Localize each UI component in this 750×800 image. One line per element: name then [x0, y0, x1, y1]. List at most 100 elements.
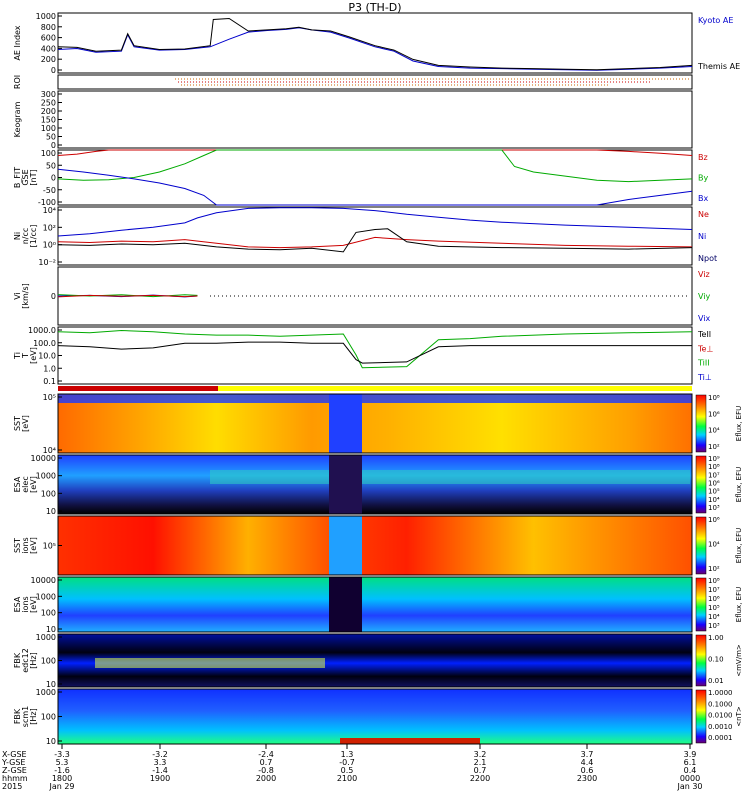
- ytick-label: 1000: [36, 12, 56, 21]
- series-bfit-bz: [57, 149, 693, 156]
- time-row-label: hhmm: [2, 774, 28, 783]
- roi-red-bar: [58, 386, 218, 391]
- colorbar-tick: 0.01: [708, 677, 724, 685]
- ytick-label: 100: [41, 149, 56, 158]
- colorbar: [695, 689, 707, 744]
- fbk-e-green-band: [95, 658, 325, 668]
- panel-sst_i: SST ions [eV] 10⁵: [13, 515, 693, 576]
- series-bfit-by: [57, 149, 693, 183]
- panel-ylabel: scm1: [21, 706, 30, 727]
- time-row-value: -1.4: [152, 766, 168, 775]
- ytick-label: 50: [46, 161, 56, 170]
- colorbar-tick: 10⁸: [708, 577, 720, 585]
- legend-entry: Bx: [698, 194, 708, 203]
- panel-ylabel: FBK: [13, 708, 22, 724]
- series-velocity-viz: [57, 294, 198, 298]
- colorbar-tick: 10⁵: [708, 604, 720, 612]
- panel-frame: [57, 454, 693, 515]
- colorbar-label: Eflux, EFU: [735, 587, 743, 622]
- legend-entry: TiII: [697, 359, 710, 368]
- time-row-value: -1.6: [54, 766, 70, 775]
- colorbar-tick: 0.0100: [708, 712, 733, 720]
- legend-entry: Bz: [698, 153, 708, 162]
- colorbar: [695, 577, 707, 632]
- time-row-value: 0.6: [581, 766, 594, 775]
- esa-ion-gap: [329, 577, 362, 632]
- legend-entry: Viz: [698, 270, 710, 279]
- legend-entry: By: [698, 174, 708, 183]
- colorbar-tick: 10²: [708, 565, 720, 573]
- ytick-label: 10⁵: [43, 393, 56, 402]
- colorbar: [695, 455, 707, 514]
- legend-entry: TeII: [697, 330, 711, 339]
- colorbar-tick: 1.00: [708, 634, 724, 642]
- ytick-label: 1000: [36, 688, 56, 697]
- time-row-value: 3.9: [684, 750, 697, 759]
- ytick-label: 100: [41, 124, 56, 133]
- colorbar-tick: 10²: [708, 443, 720, 451]
- time-row-value: 6.1: [684, 758, 697, 767]
- colorbar-tick: 10⁸: [708, 463, 720, 471]
- ytick-label: 300: [41, 90, 56, 99]
- panel-frame: [57, 206, 693, 266]
- colorbar-tick: 10⁹: [708, 455, 720, 463]
- panel-fbk_b: FBK scm1 [Hz] 1000 100 10: [13, 688, 693, 746]
- ytick-label: 10⁴: [43, 446, 56, 455]
- ytick-label: 0: [51, 141, 56, 150]
- ytick-label: 1.0: [43, 364, 56, 373]
- series-temperature-tiii: [57, 329, 693, 369]
- panel-ylabel: Vi: [13, 292, 22, 300]
- time-row-label: X-GSE: [2, 750, 27, 759]
- legend-entry: Ti⊥: [697, 373, 712, 382]
- time-row-value: -0.8: [258, 766, 274, 775]
- panel-ylabel: elec: [21, 476, 30, 492]
- ytick-label: 1000: [36, 592, 56, 601]
- ytick-label: 10: [46, 507, 56, 516]
- series-density-ni: [57, 207, 693, 237]
- panel-esa_i: ESA ions [eV] 10000 1000 100 10: [13, 576, 693, 634]
- panel-frame: [57, 90, 693, 149]
- ytick-label: 200: [41, 107, 56, 116]
- roi-yellow-bar: [218, 386, 692, 391]
- panel-ylabel: Ni: [13, 232, 22, 240]
- time-row-value: 3.2: [474, 750, 487, 759]
- colorbar-tick: 10⁶: [708, 595, 720, 603]
- panel-ylabel: [Hz]: [29, 708, 38, 724]
- ytick-label: -100: [38, 198, 56, 207]
- time-row-label: 2015: [2, 782, 22, 791]
- colorbar-tick: 0.0010: [708, 723, 733, 731]
- panel-temperature: Ti T [eV] 1000.0 100.0 10.0 1.0 0.1 TeII Te⊥ TiII T…: [13, 326, 713, 386]
- fbk-b-red-band: [340, 738, 480, 744]
- time-row-value: 0.7: [474, 766, 487, 775]
- legend-entry: Ni: [698, 232, 706, 241]
- esa-electron-green-band: [210, 470, 690, 484]
- panel-ylabel: [Hz]: [29, 652, 38, 668]
- ytick-label: -50: [43, 186, 56, 195]
- colorbar-tick: 10⁵: [708, 488, 720, 496]
- panel-ylabel: SST: [13, 538, 22, 553]
- ytick-label: 1000: [36, 472, 56, 481]
- panel-esa_e: ESA elec [eV] 10000 1000 100 10: [13, 454, 693, 516]
- panel-frame: [57, 12, 693, 74]
- legend-entry: Kyoto AE: [698, 16, 733, 25]
- panel-ylabel: [1/cc]: [29, 225, 38, 248]
- ytick-label: 10: [46, 680, 56, 689]
- time-row-value: 3.7: [581, 750, 594, 759]
- panel-frame: [57, 576, 693, 633]
- panel-ylabel: [eV]: [29, 347, 38, 364]
- ytick-label: 50: [46, 133, 56, 142]
- colorbar-label: <nT>: [735, 706, 743, 727]
- panel-ylabel: [eV]: [21, 415, 30, 432]
- ytick-label: 100: [41, 657, 56, 666]
- ytick-label: 1000.0: [28, 326, 56, 335]
- colorbar-tick: 10⁴: [708, 613, 720, 621]
- colorbar-label: <mV/m>: [735, 644, 743, 677]
- colorbar-tick: 10³: [708, 504, 720, 512]
- colorbar-tick: 10⁶: [708, 516, 720, 524]
- ytick-label: 800: [41, 23, 56, 32]
- panel-sst_e: SST [eV] 10⁵ 10⁴: [13, 393, 693, 455]
- panel-ylabel: T: [21, 353, 30, 359]
